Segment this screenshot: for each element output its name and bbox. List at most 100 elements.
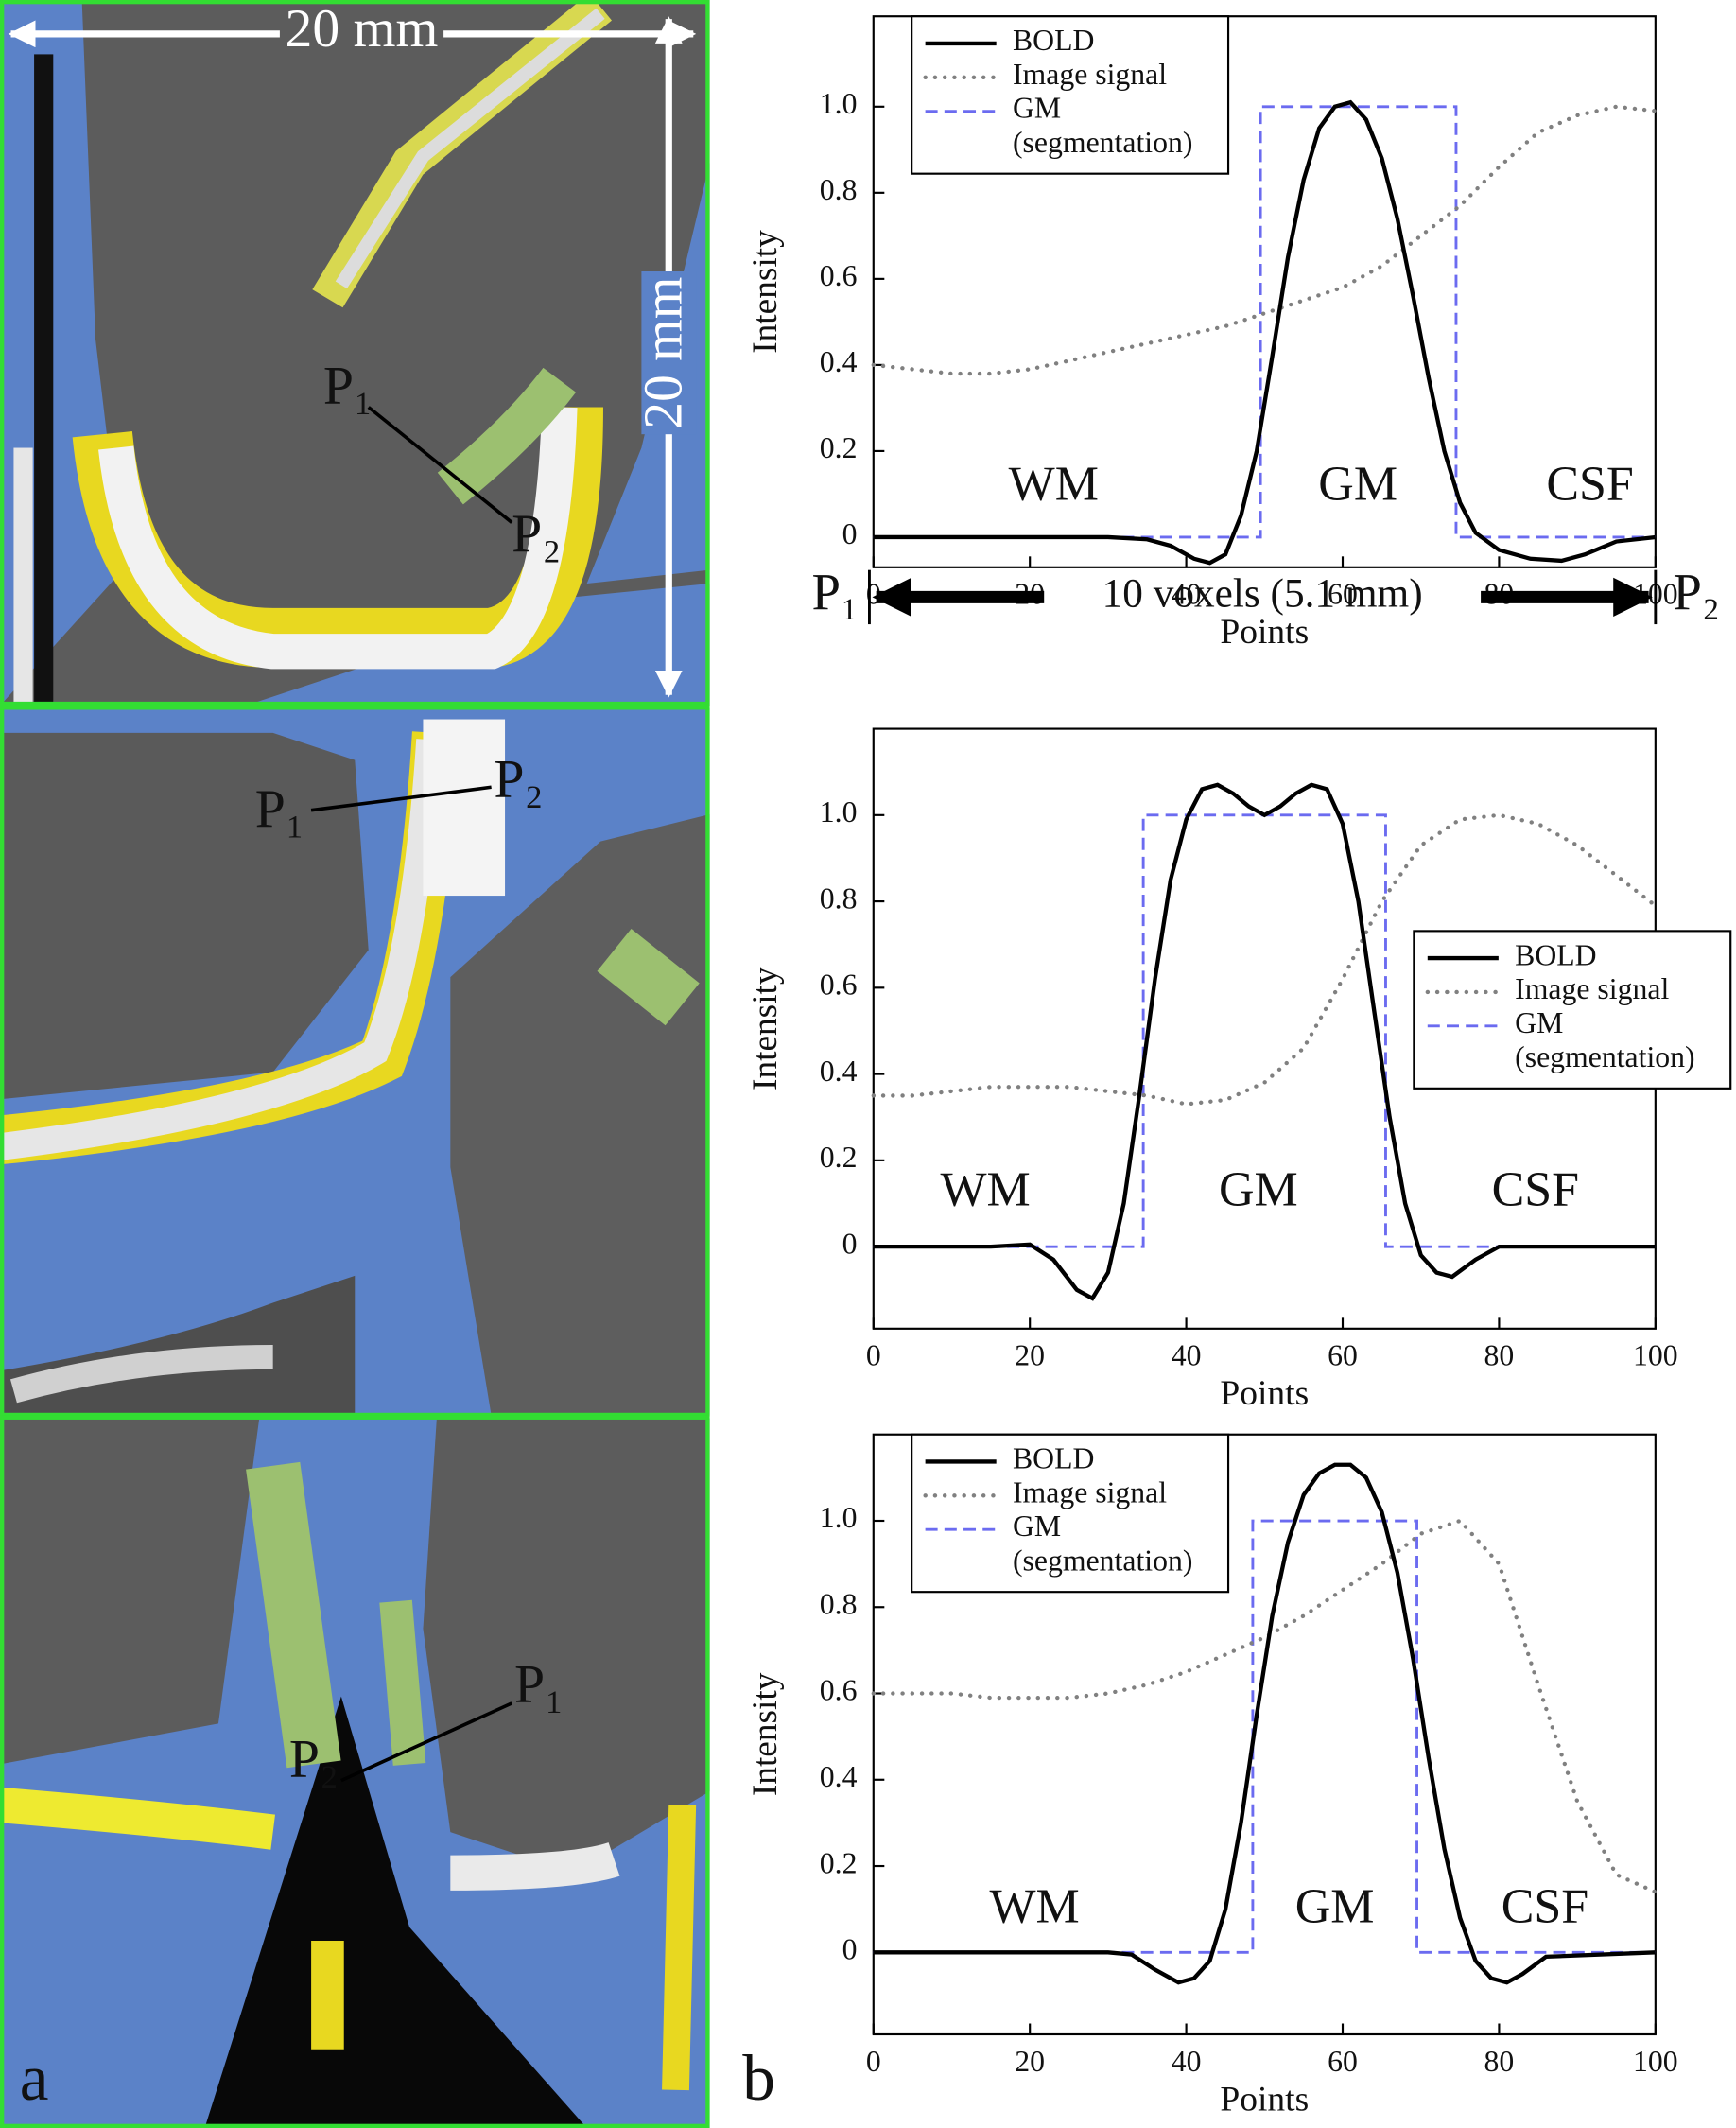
x-tick-label: 20 (1015, 1339, 1045, 1372)
annotation: GM (1318, 458, 1397, 512)
x-tick-label: 0 (866, 2045, 881, 2078)
point-label: P₂ (494, 750, 543, 810)
image-band (13, 447, 33, 706)
text-line: (segmentation) (1013, 1544, 1192, 1578)
annotation: GM (1295, 1879, 1375, 1933)
annotation: P₁ (812, 563, 859, 620)
image-panel: 20 mm 20 mm P₁ P₂ (0, 0, 710, 706)
legend-label: GM (segmentation) (1515, 1006, 1694, 1073)
image-band (450, 1842, 620, 1891)
y-tick-label: 1.0 (820, 87, 858, 120)
point-label: P₂ (512, 504, 561, 564)
point-label: P₂ (289, 1730, 339, 1789)
x-tick-label: 40 (1172, 1339, 1202, 1372)
image-band (335, 8, 605, 289)
x-axis-label: Points (1220, 2080, 1309, 2119)
x-tick-label: 100 (1633, 2045, 1678, 2078)
x-tick-label: 100 (1633, 1339, 1678, 1372)
y-tick-label: 0.4 (820, 1760, 858, 1793)
annotation: 10 voxels (5.1 mm) (1102, 571, 1423, 616)
annotation: GM (1219, 1163, 1298, 1217)
y-tick-label: 0 (842, 1933, 858, 1966)
x-axis-label: Points (1220, 613, 1309, 652)
series-line (873, 782, 1656, 1301)
text-line: (segmentation) (1013, 126, 1192, 159)
profile-line (310, 785, 492, 812)
panel-border (0, 1415, 710, 2128)
image-band (662, 1805, 697, 2091)
legend-label: BOLD (1013, 1442, 1094, 1475)
legend-label: Image signal (1515, 972, 1669, 1005)
scale-label: 20 mm (286, 0, 439, 59)
y-tick-label: 0.2 (820, 1846, 858, 1879)
point-label: P₁ (323, 357, 373, 416)
legend-label: Image signal (1013, 58, 1167, 91)
plot-frame (872, 1433, 1657, 2036)
x-tick-label: 40 (1172, 578, 1202, 611)
image-band (423, 719, 506, 897)
image-band (0, 739, 444, 1160)
annotation: WM (941, 1163, 1031, 1217)
legend-label: GM (segmentation) (1013, 92, 1192, 159)
series-line (873, 105, 1656, 539)
legend-label: BOLD (1515, 938, 1596, 971)
profile-line (340, 1701, 513, 1783)
annotation: CSF (1492, 1163, 1579, 1217)
y-tick-label: 0.6 (820, 968, 858, 1002)
y-tick-label: 1.0 (820, 795, 858, 829)
profile-line (367, 406, 513, 524)
series-line (873, 1462, 1656, 1985)
y-axis-label: Intensity (746, 230, 785, 354)
series-line (871, 104, 1658, 376)
legend-label: GM (segmentation) (1013, 1510, 1192, 1578)
point-label: P₁ (255, 779, 304, 839)
image-band (597, 929, 700, 1026)
scale-label: 20 mm (634, 277, 693, 429)
panel-label: a (20, 2041, 49, 2114)
x-tick-label: 60 (1328, 2045, 1358, 2078)
chart: 0 0.2 0.4 0.6 0.8 1.0 0 20 40 60 80 100 Points Intens… (746, 727, 1732, 1413)
text-line: GM (1013, 92, 1061, 125)
image-panel: P₁ P₂ (0, 706, 710, 1418)
legend-label: Image signal (1013, 1476, 1167, 1509)
legend-box (911, 1433, 1230, 1594)
y-tick-label: 0.8 (820, 173, 858, 206)
x-tick-label: 40 (1172, 2045, 1202, 2078)
x-tick-label: 80 (1484, 2045, 1515, 2078)
image-band (34, 54, 54, 706)
series-line (873, 1519, 1656, 1954)
panel-border (0, 0, 710, 706)
annotation: CSF (1502, 1879, 1588, 1933)
y-tick-label: 0.6 (820, 259, 858, 292)
image-band (0, 1787, 276, 1850)
image-band (437, 367, 577, 505)
annotation: CSF (1546, 458, 1633, 512)
panel-label: b (742, 2041, 775, 2114)
y-tick-label: 0.4 (820, 345, 858, 378)
panel-border (0, 706, 710, 1418)
x-tick-label: 0 (866, 1339, 881, 1372)
chart: 0 0.2 0.4 0.6 0.8 1.0 0 20 40 60 80 100 Points Intens… (746, 1433, 1678, 2119)
image-region (0, 1418, 260, 1765)
x-tick-label: 60 (1328, 1339, 1358, 1372)
y-tick-label: 0 (842, 1227, 858, 1260)
x-axis-label: Points (1220, 1374, 1309, 1413)
text-line: GM (1515, 1006, 1563, 1039)
text-line: GM (1013, 1510, 1061, 1544)
image-band (9, 1345, 273, 1404)
text-line: (segmentation) (1515, 1040, 1694, 1073)
y-axis-label: Intensity (746, 1672, 785, 1796)
series-line (873, 99, 1657, 566)
y-tick-label: 0.6 (820, 1674, 858, 1707)
y-tick-label: 0 (842, 517, 858, 550)
legend-label: BOLD (1013, 24, 1094, 57)
image-band (379, 1599, 426, 1766)
label-backdrop (641, 270, 697, 435)
annotation: WM (989, 1879, 1079, 1933)
point-label: P₁ (514, 1655, 564, 1715)
y-tick-label: 1.0 (820, 1501, 858, 1534)
image-region (204, 1696, 587, 2128)
image-panel: P₁ P₂ (0, 1415, 710, 2128)
